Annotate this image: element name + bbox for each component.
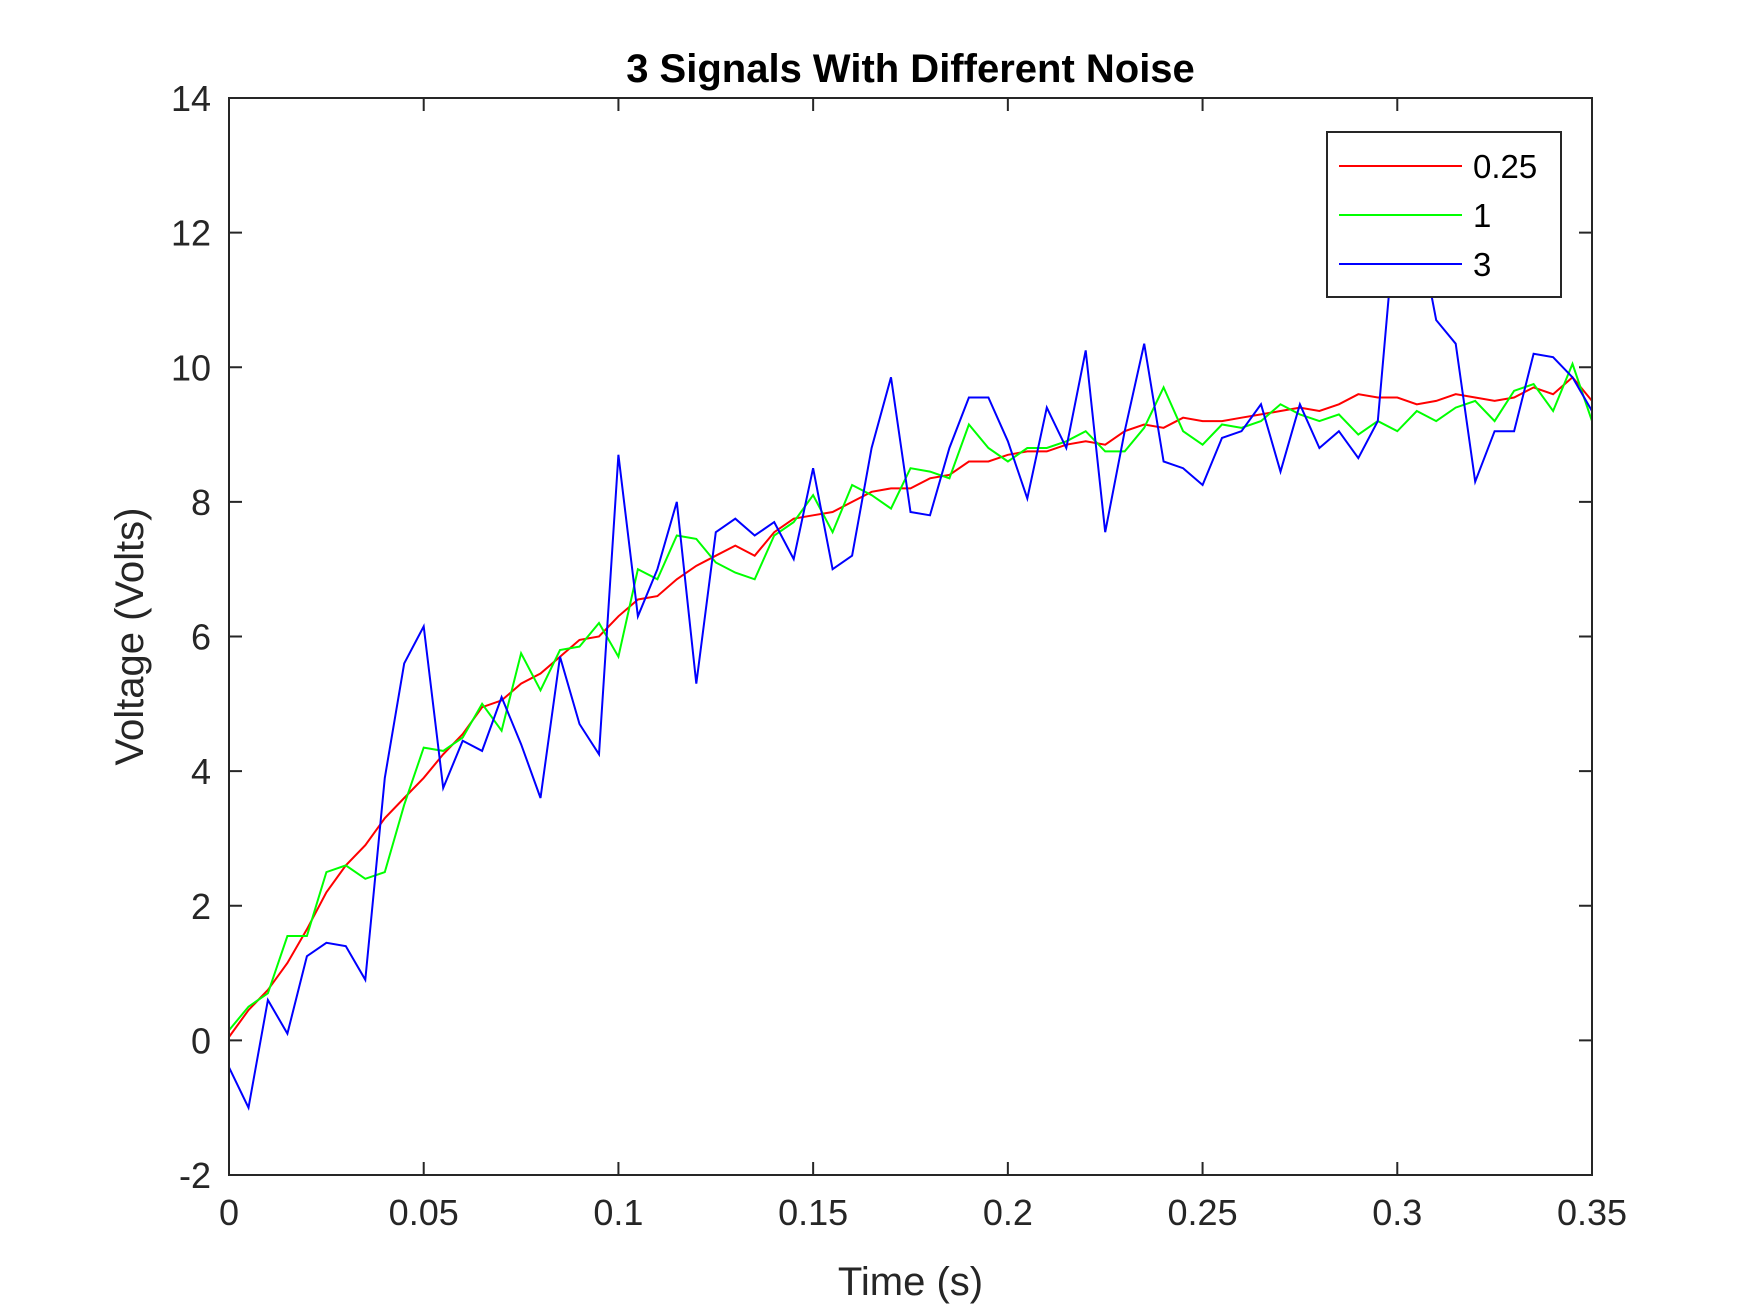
chart-title: 3 Signals With Different Noise — [626, 47, 1195, 91]
y-tick-label: 2 — [191, 886, 211, 927]
y-tick-label: 0 — [191, 1020, 211, 1061]
plot-frame — [228, 97, 1593, 1176]
legend: 0.25 1 3 — [1326, 131, 1562, 298]
series-lines — [228, 196, 1593, 1111]
legend-label: 0.25 — [1473, 148, 1537, 185]
x-tick-label: 0.35 — [1557, 1192, 1627, 1233]
y-tick-label: 12 — [171, 213, 211, 254]
legend-label: 3 — [1473, 246, 1491, 283]
y-tick-label: 6 — [191, 617, 211, 658]
y-tick-label: 14 — [171, 78, 211, 119]
y-tick-label: 10 — [171, 347, 211, 388]
x-tick-label: 0.3 — [1372, 1192, 1422, 1233]
x-tick-label: 0 — [219, 1192, 239, 1233]
x-tick-label: 0.15 — [778, 1192, 848, 1233]
y-tick-label: 8 — [191, 482, 211, 523]
y-tick-label: 4 — [191, 751, 211, 792]
y-axis-label: Voltage (Volts) — [108, 508, 152, 766]
x-axis-label: Time (s) — [838, 1260, 983, 1304]
x-tick-label: 0.1 — [593, 1192, 643, 1233]
series-line-1 — [228, 361, 1593, 1031]
x-tick-label: 0.25 — [1168, 1192, 1238, 1233]
x-tick-label: 0.05 — [389, 1192, 459, 1233]
y-tick-label: -2 — [179, 1155, 211, 1196]
x-tick-label: 0.2 — [983, 1192, 1033, 1233]
legend-label: 1 — [1473, 197, 1491, 234]
series-line-3 — [228, 196, 1593, 1111]
